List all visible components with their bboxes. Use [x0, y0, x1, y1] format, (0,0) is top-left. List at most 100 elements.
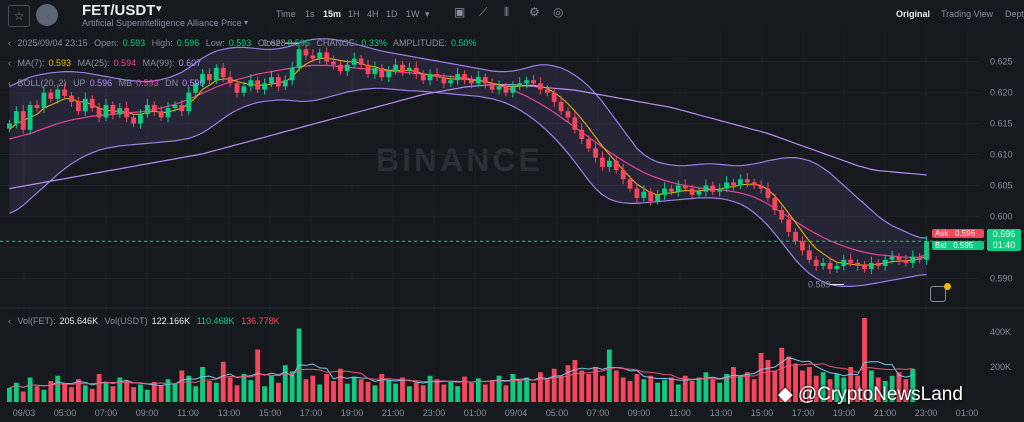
candle-body[interactable] — [144, 105, 150, 115]
candle-body[interactable] — [841, 259, 847, 266]
candle-body[interactable] — [420, 74, 426, 81]
volume-bar[interactable] — [20, 391, 26, 403]
candle-body[interactable] — [862, 265, 867, 270]
candle-body[interactable] — [731, 182, 736, 186]
candle-body[interactable] — [696, 191, 702, 195]
candle-body[interactable] — [220, 67, 226, 78]
candle-body[interactable] — [227, 77, 233, 84]
candle-body[interactable] — [758, 185, 764, 189]
volume-bar[interactable] — [262, 386, 267, 402]
volume-bar[interactable] — [34, 386, 40, 402]
volume-bar[interactable] — [331, 381, 336, 402]
chart-area[interactable] — [0, 30, 1024, 422]
volume-bar[interactable] — [282, 365, 288, 402]
candle-body[interactable] — [317, 52, 323, 59]
subtitle-chevron-icon[interactable]: ▾ — [244, 18, 249, 27]
candle-body[interactable] — [365, 64, 371, 75]
volume-bar[interactable] — [489, 380, 495, 402]
volume-bar[interactable] — [841, 377, 847, 403]
candle-body[interactable] — [600, 157, 605, 167]
candle-body[interactable] — [213, 67, 219, 81]
volume-bar[interactable] — [669, 377, 674, 403]
candle-body[interactable] — [744, 179, 750, 183]
candle-body[interactable] — [331, 61, 336, 65]
volume-bar[interactable] — [675, 384, 681, 403]
candle-body[interactable] — [772, 197, 778, 211]
candle-body[interactable] — [806, 250, 812, 260]
candle-body[interactable] — [648, 191, 654, 201]
collapse-icon[interactable]: ‹ — [8, 316, 11, 326]
candle-body[interactable] — [503, 86, 509, 93]
volume-bar[interactable] — [682, 375, 688, 402]
volume-bar[interactable] — [62, 384, 68, 403]
candle-body[interactable] — [393, 64, 399, 71]
candle-body[interactable] — [172, 105, 178, 109]
candle-body[interactable] — [724, 182, 729, 189]
volume-bar[interactable] — [55, 375, 61, 402]
volume-bar[interactable] — [882, 381, 888, 402]
candle-body[interactable] — [165, 108, 171, 118]
candle-body[interactable] — [620, 170, 626, 180]
candle-body[interactable] — [310, 55, 316, 59]
candle-body[interactable] — [255, 80, 261, 90]
volume-bar[interactable] — [910, 368, 916, 402]
candle-body[interactable] — [96, 108, 102, 118]
volume-bar[interactable] — [772, 370, 778, 403]
volume-bar[interactable] — [641, 379, 647, 402]
candle-body[interactable] — [27, 105, 33, 130]
volume-bar[interactable] — [724, 374, 729, 402]
volume-bar[interactable] — [13, 382, 19, 402]
candle-body[interactable] — [55, 89, 61, 99]
volume-bar[interactable] — [48, 381, 54, 402]
volume-bar[interactable] — [765, 360, 771, 402]
candle-body[interactable] — [662, 188, 667, 195]
volume-bar[interactable] — [551, 368, 557, 402]
collapse-icon[interactable]: ‹ — [8, 38, 11, 48]
volume-bar[interactable] — [213, 382, 219, 402]
candle-body[interactable] — [848, 259, 854, 263]
view-original[interactable]: Original — [896, 9, 931, 19]
volume-bar[interactable] — [269, 375, 274, 402]
volume-bar[interactable] — [455, 386, 461, 402]
volume-bar[interactable] — [158, 385, 164, 402]
volume-bar[interactable] — [131, 387, 136, 402]
candle-body[interactable] — [338, 64, 343, 71]
volume-bar[interactable] — [834, 374, 840, 402]
volume-bar[interactable] — [372, 385, 378, 402]
volume-bar[interactable] — [517, 381, 523, 402]
candle-body[interactable] — [34, 105, 40, 109]
candle-body[interactable] — [462, 74, 467, 81]
pair-title[interactable]: FET/USDT — [82, 2, 156, 19]
candle-body[interactable] — [489, 83, 495, 90]
candle-body[interactable] — [572, 117, 578, 130]
candle-body[interactable] — [793, 231, 798, 242]
volume-bar[interactable] — [386, 380, 392, 402]
volume-bar[interactable] — [593, 367, 598, 402]
volume-bar[interactable] — [744, 372, 750, 402]
candle-body[interactable] — [131, 117, 136, 124]
candle-body[interactable] — [524, 80, 530, 84]
candle-body[interactable] — [441, 77, 447, 84]
candle-body[interactable] — [482, 77, 488, 84]
volume-bar[interactable] — [303, 379, 309, 402]
candle-body[interactable] — [889, 256, 895, 260]
candle-body[interactable] — [117, 108, 123, 115]
volume-bar[interactable] — [558, 375, 564, 402]
volume-bar[interactable] — [717, 382, 723, 402]
volume-bar[interactable] — [151, 381, 157, 402]
candle-body[interactable] — [82, 98, 88, 112]
volume-bar[interactable] — [786, 356, 792, 403]
view-depth[interactable]: Dept — [1005, 9, 1024, 19]
calendar-icon[interactable]: ▣ — [454, 5, 466, 19]
candle-body[interactable] — [703, 185, 709, 192]
candle-body[interactable] — [282, 80, 288, 87]
volume-bar[interactable] — [227, 377, 233, 403]
volume-bar[interactable] — [69, 387, 74, 402]
pair-dropdown-icon[interactable]: ▾ — [156, 3, 162, 15]
volume-bar[interactable] — [89, 388, 95, 402]
volume-bar[interactable] — [427, 375, 433, 402]
volume-bar[interactable] — [110, 386, 116, 402]
candle-body[interactable] — [917, 256, 923, 260]
volume-bar[interactable] — [503, 385, 509, 402]
